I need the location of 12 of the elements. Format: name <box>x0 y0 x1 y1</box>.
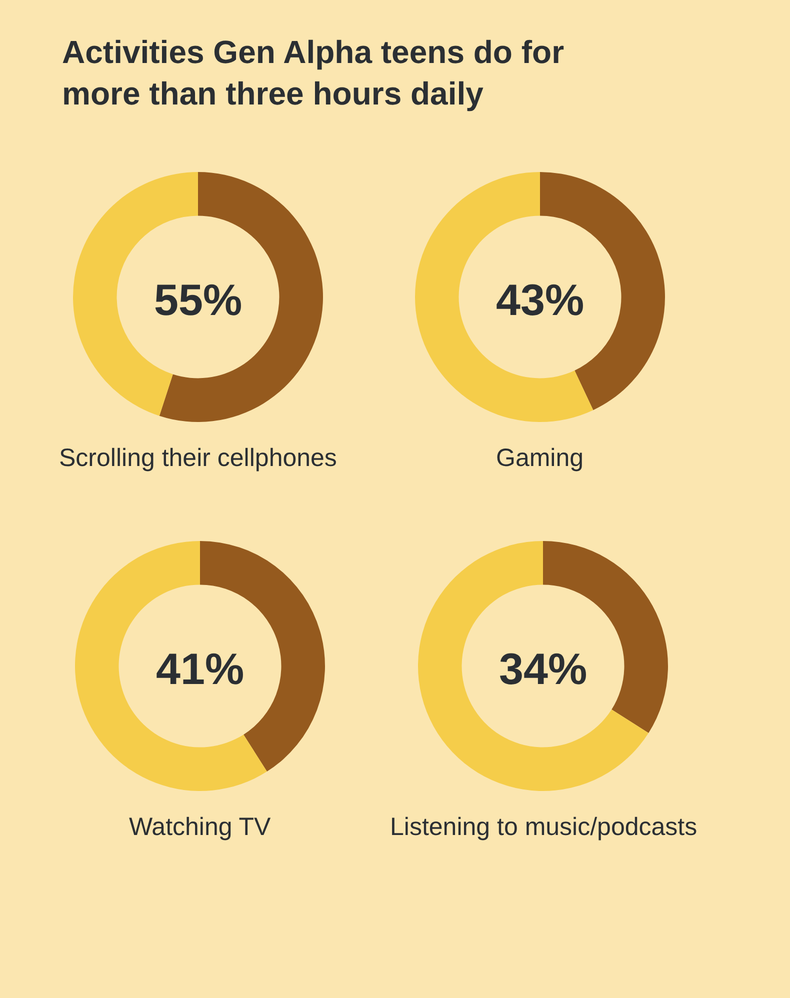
donut-slice <box>75 541 267 791</box>
chart-title: Activities Gen Alpha teens do for more than three hours daily <box>62 34 564 112</box>
text: Gaming <box>496 444 584 472</box>
donut-slice <box>415 172 594 422</box>
text: 55% <box>154 276 242 325</box>
text: Listening to music/podcasts <box>390 813 698 841</box>
text: Watching TV <box>129 813 272 841</box>
text: Scrolling their cellphones <box>59 444 337 472</box>
text: 43% <box>496 276 584 325</box>
text: 34% <box>499 645 588 694</box>
donut-slice <box>418 541 649 791</box>
text: 41% <box>156 645 244 694</box>
